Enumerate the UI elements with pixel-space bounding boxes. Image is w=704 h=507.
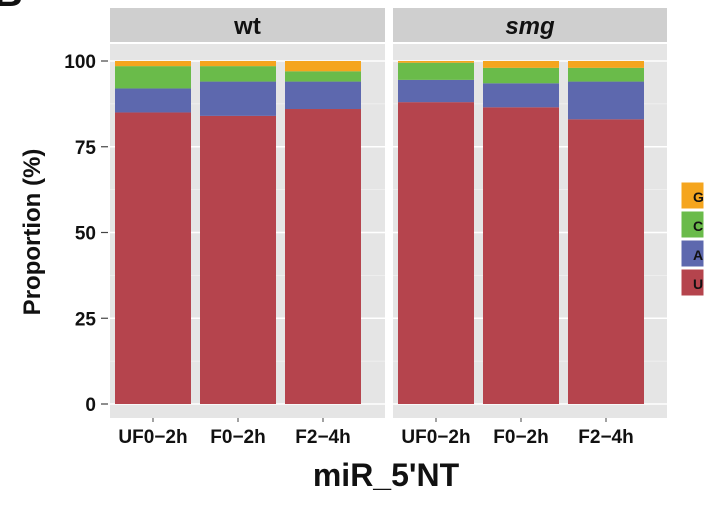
bar-smg-F2−4h-U — [568, 119, 644, 404]
x-tick-label: F2−4h — [578, 427, 633, 448]
bar-wt-UF0−2h-A — [115, 88, 191, 113]
legend-key-A — [680, 239, 704, 268]
y-axis-title: Proportion (%) — [19, 149, 46, 316]
y-tick-label: 50 — [75, 224, 96, 245]
x-tick-label: F0−2h — [210, 427, 265, 448]
bar-smg-F0−2h-G — [483, 61, 559, 68]
bar-smg-F0−2h-C — [483, 67, 559, 84]
x-tick-label: F2−4h — [295, 427, 350, 448]
bar-wt-F2−4h-G — [285, 61, 361, 72]
bar-wt-UF0−2h-G — [115, 61, 191, 67]
bar-wt-UF0−2h-U — [115, 112, 191, 404]
bar-smg-UF0−2h-A — [398, 79, 474, 103]
bar-smg-F2−4h-C — [568, 67, 644, 82]
bar-smg-F2−4h-A — [568, 81, 644, 120]
legend-label-U: U — [693, 276, 703, 292]
bar-smg-F0−2h-A — [483, 83, 559, 108]
strip-smg — [393, 8, 667, 42]
bar-wt-F2−4h-A — [285, 81, 361, 110]
legend-key-U — [680, 268, 704, 297]
strip-label-smg: smg — [505, 13, 555, 40]
bar-wt-F2−4h-C — [285, 71, 361, 82]
y-tick-label: 100 — [64, 52, 96, 73]
x-tick-label: UF0−2h — [118, 427, 187, 448]
y-tick-label: 0 — [85, 395, 96, 416]
y-tick-label: 25 — [75, 309, 97, 330]
strip-wt — [110, 8, 385, 42]
strip-label-wt: wt — [233, 13, 261, 40]
x-axis-title: miR_5'NT — [313, 457, 460, 493]
bar-wt-F2−4h-U — [285, 109, 361, 405]
legend-label-G: G — [693, 189, 704, 205]
bar-smg-F2−4h-G — [568, 61, 644, 68]
bar-wt-UF0−2h-C — [115, 66, 191, 89]
legend-key-C — [680, 210, 704, 239]
bar-smg-F0−2h-U — [483, 107, 559, 405]
bar-wt-F0−2h-C — [200, 66, 276, 82]
panel-letter: B — [0, 0, 23, 15]
x-tick-label: UF0−2h — [401, 427, 470, 448]
bar-wt-F0−2h-A — [200, 81, 276, 116]
bar-smg-UF0−2h-C — [398, 62, 474, 80]
bar-smg-UF0−2h-U — [398, 102, 474, 404]
y-tick-label: 75 — [75, 138, 97, 159]
legend-label-C: C — [693, 218, 703, 234]
bar-wt-F0−2h-U — [200, 115, 276, 404]
x-tick-label: F0−2h — [493, 427, 548, 448]
legend-label-A: A — [693, 247, 703, 263]
legend-key-G — [680, 181, 704, 210]
bar-smg-UF0−2h-G — [398, 61, 474, 63]
bar-wt-F0−2h-G — [200, 61, 276, 67]
